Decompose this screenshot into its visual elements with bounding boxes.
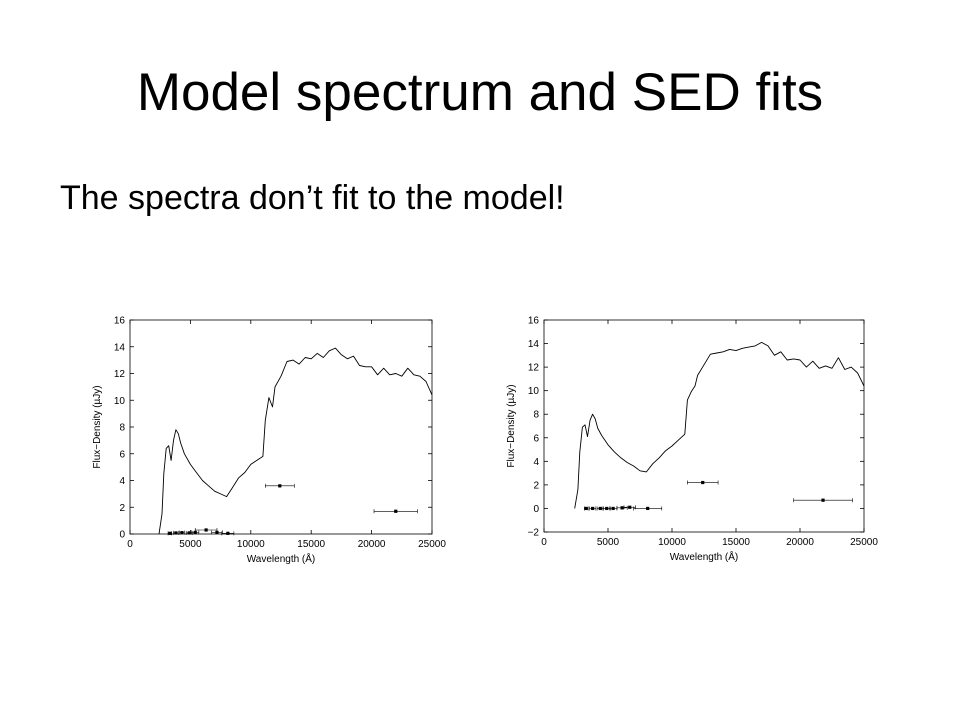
left-plot-frame — [129, 319, 433, 535]
left-x-tick-label: 0 — [127, 539, 133, 550]
left-point-marker — [193, 530, 197, 534]
right-photometry-point — [793, 498, 853, 503]
right-photometry-point — [633, 506, 663, 511]
left-y-tick-label: 2 — [119, 503, 125, 514]
left-photometry-point — [373, 509, 418, 514]
right-y-tick-label: 12 — [528, 363, 540, 374]
right-y-tick-label: 14 — [528, 339, 540, 350]
right-point-marker — [584, 506, 588, 511]
right-x-axis-label: Wavelength (Å) — [670, 550, 739, 563]
right-point-marker — [701, 480, 705, 485]
left-x-axis-label: Wavelength (Å) — [247, 552, 316, 565]
left-photometry-point — [167, 531, 172, 536]
left-y-tick-label: 12 — [114, 369, 126, 380]
right-photometry-point — [687, 480, 719, 485]
left-y-tick-label: 4 — [119, 476, 125, 487]
left-chart-svg: 0 5000 10000 15000 20000 25000 0 2 4 6 8 10 12 14 16 Wa… — [92, 316, 446, 566]
right-y-tick-label: 16 — [528, 316, 540, 327]
left-photometry-point — [185, 530, 193, 535]
right-y-tick-label: −2 — [528, 528, 540, 539]
right-y-axis-label: Flux−Density (µJy) — [506, 384, 517, 467]
left-point-marker — [215, 530, 219, 534]
right-chart: 0 5000 10000 15000 20000 25000 −2 0 2 4 6 8 10 12 14 16… — [494, 308, 894, 576]
left-photometry-point — [194, 527, 218, 532]
right-x-tick-label: 20000 — [786, 537, 814, 548]
right-point-marker — [598, 506, 602, 511]
left-point-marker — [180, 531, 184, 535]
right-photometry-point — [616, 505, 628, 510]
left-point-marker — [168, 531, 172, 535]
left-point-marker — [278, 484, 282, 488]
right-photometry-point — [589, 506, 597, 511]
left-point-marker — [174, 531, 178, 535]
left-photometry-point — [211, 530, 223, 535]
left-point-marker — [226, 531, 230, 535]
right-x-tick-label: 0 — [541, 537, 547, 548]
right-photometry-point — [596, 506, 604, 511]
right-x-tick-label: 10000 — [658, 537, 686, 548]
slide-title: Model spectrum and SED fits — [136, 63, 824, 122]
left-model-spectrum-line — [158, 347, 433, 535]
left-chart: 0 5000 10000 15000 20000 25000 0 2 4 6 8 10 12 14 16 Wa… — [90, 308, 460, 576]
right-x-tick-label: 15000 — [722, 537, 750, 548]
right-point-marker — [591, 506, 595, 511]
right-model-spectrum-line — [574, 341, 865, 509]
right-point-marker — [620, 506, 624, 510]
left-photometry-point — [179, 530, 185, 535]
right-point-marker — [628, 505, 632, 509]
left-y-tick-label: 6 — [119, 449, 125, 460]
left-y-tick-label: 10 — [114, 396, 126, 407]
left-y-tick-label: 0 — [119, 530, 125, 541]
left-y-tick-label: 8 — [119, 423, 125, 434]
right-y-tick-label: 2 — [533, 480, 539, 491]
right-y-tick-label: 0 — [533, 504, 539, 515]
right-point-marker — [821, 498, 825, 502]
left-y-tick-label: 14 — [114, 342, 126, 353]
right-plot-frame — [543, 319, 865, 533]
left-photometry-point — [264, 483, 295, 488]
right-y-tick-label: 6 — [533, 433, 539, 444]
slide-bullet: The spectra don’t fit to the model! — [60, 179, 565, 217]
left-photometry-point — [173, 530, 179, 535]
right-y-tick-label: 10 — [528, 386, 540, 397]
right-point-marker — [646, 506, 650, 511]
left-point-marker — [187, 531, 191, 535]
left-y-axis-label: Flux−Density (µJy) — [92, 385, 103, 468]
left-point-marker — [204, 528, 208, 532]
right-y-tick-label: 4 — [533, 457, 539, 468]
left-x-tick-label: 5000 — [179, 539, 202, 550]
right-point-marker — [611, 506, 615, 511]
right-chart-svg: 0 5000 10000 15000 20000 25000−20246810121416… — [506, 316, 878, 564]
left-photometry-point — [221, 531, 235, 536]
right-point-marker — [605, 506, 609, 511]
left-x-tick-label: 20000 — [358, 539, 386, 550]
right-x-tick-label: 5000 — [597, 537, 620, 548]
left-photometry-point — [191, 530, 200, 535]
left-x-tick-label: 25000 — [418, 539, 446, 550]
left-x-tick-label: 10000 — [237, 539, 265, 550]
right-photometry-point — [584, 506, 589, 511]
right-x-tick-label: 25000 — [850, 537, 878, 548]
right-y-tick-label: 8 — [533, 410, 539, 421]
left-x-tick-label: 15000 — [297, 539, 325, 550]
left-point-marker — [394, 509, 398, 513]
left-y-tick-label: 16 — [114, 316, 126, 327]
